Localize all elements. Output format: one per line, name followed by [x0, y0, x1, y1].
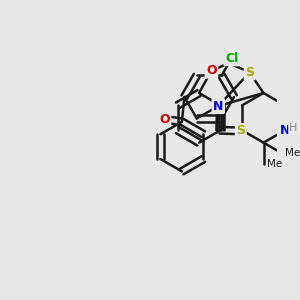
Text: Cl: Cl — [225, 52, 238, 65]
Text: N: N — [280, 124, 290, 137]
Text: S: S — [245, 66, 254, 79]
Text: H: H — [289, 123, 298, 134]
Text: S: S — [236, 124, 245, 137]
Text: O: O — [159, 113, 170, 126]
Text: O: O — [206, 64, 217, 77]
Text: Me: Me — [286, 148, 300, 158]
Text: Me: Me — [267, 159, 282, 169]
Text: N: N — [213, 100, 224, 112]
